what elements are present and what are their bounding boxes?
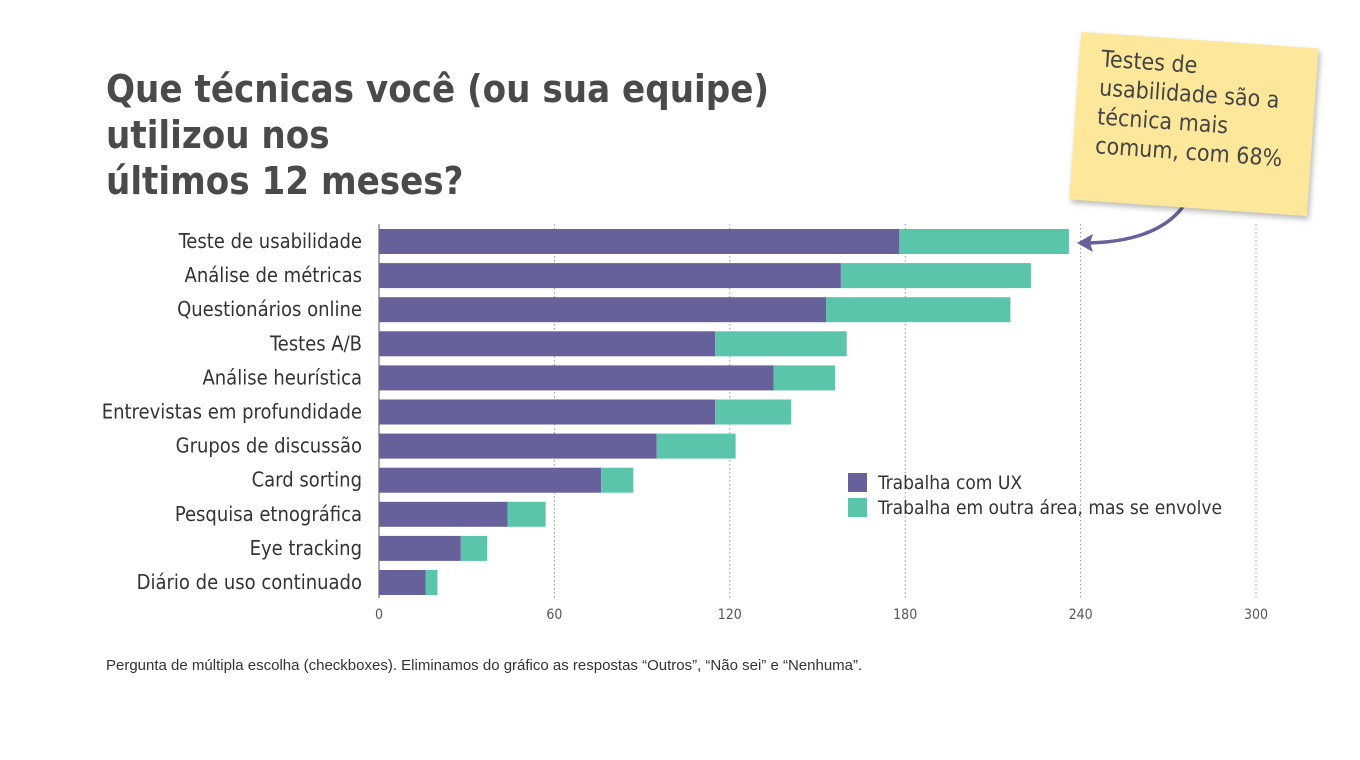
x-tick-label: 60 bbox=[546, 607, 562, 623]
bar-ux bbox=[379, 399, 716, 425]
chart-title: Que técnicas você (ou sua equipe) utiliz… bbox=[106, 66, 886, 204]
legend-swatch-ux bbox=[848, 473, 867, 492]
x-tick-label: 240 bbox=[1069, 607, 1093, 623]
category-label: Análise de métricas bbox=[185, 263, 362, 287]
x-tick-label: 120 bbox=[718, 607, 742, 623]
category-label: Entrevistas em profundidade bbox=[102, 400, 362, 424]
bar-ux bbox=[379, 501, 508, 527]
chart-title-line-2: últimos 12 meses? bbox=[106, 159, 464, 203]
x-tick-label: 0 bbox=[375, 607, 383, 623]
legend: Trabalha com UX Trabalha em outra área, … bbox=[848, 470, 1222, 520]
category-label: Testes A/B bbox=[269, 331, 362, 355]
category-label: Eye tracking bbox=[250, 536, 362, 560]
arrow-curve bbox=[1084, 206, 1184, 245]
bar-other bbox=[601, 467, 634, 493]
x-tick-label: 300 bbox=[1244, 607, 1268, 623]
category-label: Teste de usabilidade bbox=[178, 229, 362, 253]
x-axis-ticks: 0 60 120 180 240 300 bbox=[375, 607, 1268, 623]
bar-ux bbox=[379, 263, 841, 289]
bar-ux bbox=[379, 331, 716, 357]
category-label: Análise heurística bbox=[202, 365, 362, 389]
bar-other bbox=[507, 501, 546, 527]
bar-ux bbox=[379, 297, 827, 323]
bar-other bbox=[425, 570, 438, 595]
arrow-head-icon bbox=[1077, 234, 1093, 252]
bar-other bbox=[715, 331, 847, 357]
legend-item-other: Trabalha em outra área, mas se envolve bbox=[848, 495, 1222, 520]
annotation-arrow bbox=[1077, 206, 1184, 252]
bar-other bbox=[460, 535, 488, 561]
bar-other bbox=[840, 263, 1031, 289]
legend-label-ux: Trabalha com UX bbox=[878, 471, 1023, 494]
chart-title-line-1: Que técnicas você (ou sua equipe) utiliz… bbox=[106, 67, 770, 157]
bar-other bbox=[656, 433, 736, 459]
category-label: Card sorting bbox=[252, 468, 362, 492]
legend-swatch-other bbox=[848, 498, 867, 517]
bar-other bbox=[826, 297, 1011, 323]
category-labels: Teste de usabilidade Análise de métricas Q… bbox=[102, 229, 362, 594]
bar-ux bbox=[379, 365, 774, 391]
bar-ux bbox=[379, 535, 461, 561]
category-label: Questionários online bbox=[177, 297, 362, 321]
bar-ux bbox=[379, 570, 426, 595]
bar-other bbox=[773, 365, 836, 391]
annotation-sticky-note: Testes de usabilidade são a técnica mais… bbox=[1069, 31, 1319, 217]
bar-other bbox=[899, 229, 1069, 254]
category-label: Grupos de discussão bbox=[176, 434, 362, 458]
x-tick-label: 180 bbox=[893, 607, 917, 623]
legend-label-other: Trabalha em outra área, mas se envolve bbox=[878, 496, 1223, 519]
annotation-text: Testes de usabilidade são a técnica mais… bbox=[1094, 46, 1284, 173]
footnote: Pergunta de múltipla escolha (checkboxes… bbox=[106, 657, 863, 674]
bar-other bbox=[715, 399, 792, 425]
category-label: Pesquisa etnográfica bbox=[175, 502, 362, 526]
bar-ux bbox=[379, 467, 602, 493]
bar-ux bbox=[379, 229, 900, 254]
bar-ux bbox=[379, 433, 657, 459]
bars-layer bbox=[379, 229, 1069, 595]
legend-item-ux: Trabalha com UX bbox=[848, 470, 1222, 495]
category-label: Diário de uso continuado bbox=[137, 570, 362, 594]
